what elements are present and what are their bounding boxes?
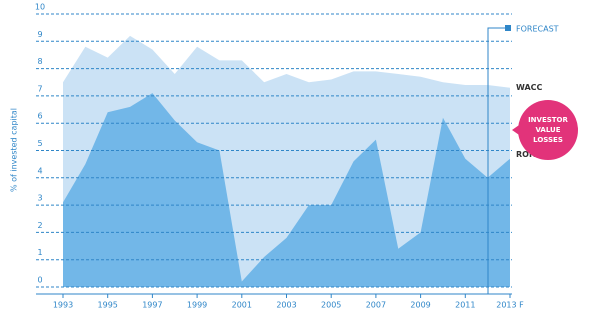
callout-text: LOSSES: [533, 136, 563, 144]
y-tick-label: 6: [37, 112, 42, 121]
x-tick-label: 2005: [321, 301, 341, 310]
area: [63, 93, 510, 287]
y-tick-label: 10: [35, 3, 45, 12]
forecast-label: FORECAST: [516, 25, 559, 34]
y-tick-label: 0: [37, 276, 42, 285]
x-tick-label: 2001: [232, 301, 252, 310]
y-tick-label: 5: [37, 139, 42, 148]
series-label: ROIC: [516, 150, 538, 159]
x-tick-label: 2013 F: [496, 301, 524, 310]
y-tick-label: 7: [37, 84, 42, 93]
callout: [518, 100, 578, 160]
y-axis-label: % of invested capital: [10, 108, 19, 192]
x-tick-label: 1993: [53, 301, 73, 310]
y-tick-label: 9: [37, 30, 42, 39]
x-tick-label: 2011: [455, 301, 475, 310]
x-tick-label: 1999: [187, 301, 207, 310]
callout-text: INVESTOR: [528, 116, 568, 124]
x-tick-label: 1997: [142, 301, 162, 310]
forecast-line: [487, 27, 505, 294]
y-tick-label: 4: [37, 166, 42, 175]
forecast-marker: [505, 25, 511, 31]
x-tick-label: 2003: [276, 301, 296, 310]
y-tick-label: 3: [37, 194, 42, 203]
callout-pointer: [512, 123, 522, 137]
y-tick-label: 1: [37, 248, 42, 257]
x-tick-label: 2009: [410, 301, 430, 310]
x-tick-label: 1995: [98, 301, 118, 310]
callout-text: VALUE: [535, 126, 560, 134]
y-tick-label: 8: [37, 57, 42, 66]
y-tick-label: 2: [37, 221, 42, 230]
x-tick-label: 2007: [366, 301, 386, 310]
series-label: WACC: [516, 83, 543, 92]
